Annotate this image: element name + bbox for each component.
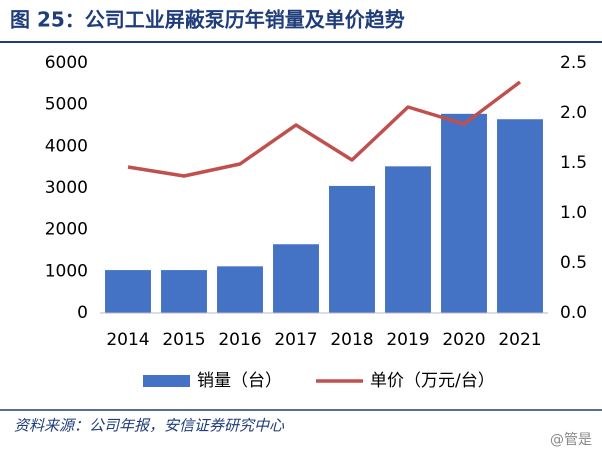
y2-tick-label: 0.5 <box>560 253 587 273</box>
bar <box>217 266 263 313</box>
legend-label: 单价（万元/台） <box>370 371 495 391</box>
x-tick-label: 2014 <box>106 330 149 350</box>
bar <box>273 244 319 313</box>
bar <box>441 113 487 313</box>
y-tick-label: 0 <box>77 303 88 323</box>
bar <box>161 270 207 313</box>
x-tick-label: 2017 <box>274 330 317 350</box>
y2-tick-label: 2.5 <box>560 53 587 73</box>
legend-label: 销量（台） <box>197 371 282 391</box>
y2-tick-label: 1.0 <box>560 203 587 223</box>
legend-swatch <box>143 375 190 387</box>
x-tick-label: 2018 <box>330 330 373 350</box>
x-tick-label: 2016 <box>218 330 261 350</box>
x-tick-label: 2015 <box>162 330 205 350</box>
y-tick-label: 4000 <box>45 136 88 156</box>
source: 资料来源：公司年报，安信证券研究中心 <box>14 417 285 435</box>
bar <box>385 166 431 313</box>
y-tick-label: 5000 <box>45 95 88 115</box>
y2-tick-label: 0.0 <box>560 303 587 323</box>
x-tick-label: 2019 <box>386 330 429 350</box>
bar <box>105 270 151 313</box>
watermark: @管是 <box>550 432 592 448</box>
line <box>127 80 522 178</box>
y2-tick-label: 1.5 <box>560 153 587 173</box>
y-tick-label: 3000 <box>45 178 88 198</box>
x-tick-label: 2021 <box>498 330 541 350</box>
y2-tick-label: 2.0 <box>560 103 587 123</box>
x-tick-label: 2020 <box>442 330 485 350</box>
bar <box>329 185 375 313</box>
y-tick-label: 1000 <box>45 261 88 281</box>
y-tick-label: 2000 <box>45 220 88 240</box>
y-tick-label: 6000 <box>45 53 88 73</box>
chart-title: 图 25：公司工业屏蔽泵历年销量及单价趋势 <box>10 8 405 32</box>
bar <box>497 119 543 313</box>
